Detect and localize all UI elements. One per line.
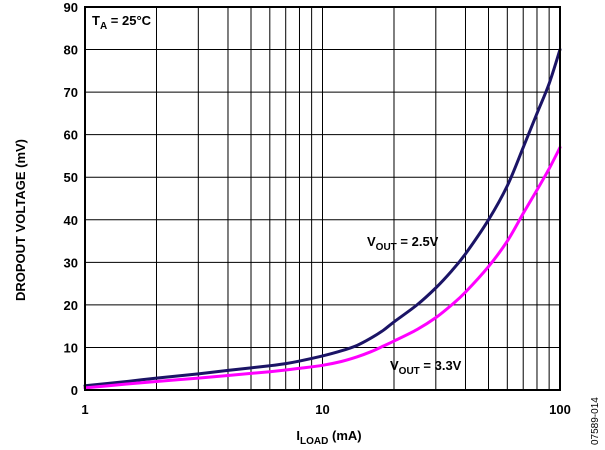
y-tick-label: 90 — [64, 0, 78, 15]
y-tick-label: 10 — [64, 340, 78, 355]
temperature-condition-label: TA = 25°C — [92, 13, 152, 32]
series-label-vout-2-5v: VOUT = 2.5V — [367, 234, 439, 253]
y-tick-label: 50 — [64, 170, 78, 185]
tick-labels: 0 10 20 30 40 50 60 70 80 90 1 10 100 — [64, 0, 571, 417]
x-tick-label: 10 — [315, 402, 329, 417]
series-line-1 — [83, 145, 562, 390]
figure-id: 07589-014 — [590, 397, 601, 445]
series-layer — [83, 48, 562, 390]
series-label-vout-3-3v: VOUT = 3.3V — [390, 358, 462, 377]
x-axis-title: ILOAD (mA) — [296, 428, 361, 447]
x-tick-label: 100 — [549, 402, 571, 417]
y-tick-label: 30 — [64, 255, 78, 270]
y-tick-label: 40 — [64, 213, 78, 228]
y-tick-label: 70 — [64, 85, 78, 100]
series-line-0 — [83, 48, 562, 388]
x-tick-label: 1 — [81, 402, 88, 417]
y-axis-title: DROPOUT VOLTAGE (mV) — [13, 139, 28, 301]
y-tick-label: 60 — [64, 128, 78, 143]
y-tick-label: 0 — [71, 383, 78, 398]
grid — [85, 7, 560, 390]
y-tick-label: 20 — [64, 298, 78, 313]
plot-frame — [84, 6, 561, 391]
y-tick-label: 80 — [64, 43, 78, 58]
